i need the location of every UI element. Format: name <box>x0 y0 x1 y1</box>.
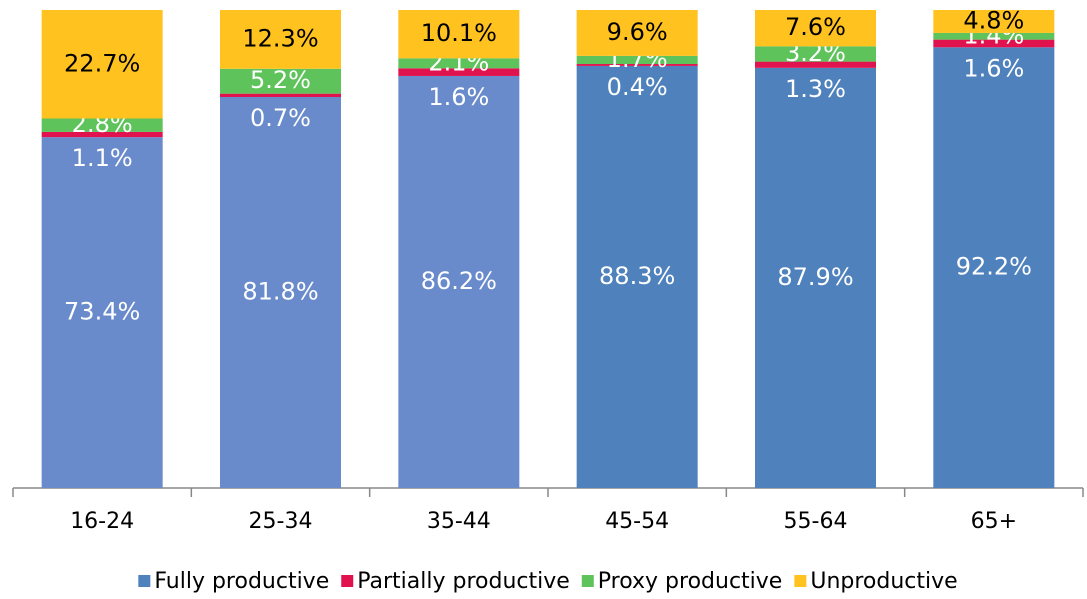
data-label: 1.6% <box>428 83 489 111</box>
data-label: 22.7% <box>64 49 140 77</box>
legend-swatch <box>581 575 594 587</box>
legend-label: Unproductive <box>810 569 957 594</box>
bar-segment <box>41 118 163 132</box>
bar-segment <box>41 137 163 488</box>
bar-segment <box>933 39 1055 48</box>
data-label: 0.4% <box>607 73 668 101</box>
bar-segment <box>933 10 1055 33</box>
data-label: 73.4% <box>64 298 140 326</box>
legend-label: Fully productive <box>154 569 329 594</box>
bar-segment <box>933 47 1055 489</box>
bar-segment <box>576 10 698 56</box>
x-tick-label: 65+ <box>971 509 1017 534</box>
x-tick-label: 35-44 <box>427 509 491 534</box>
data-label: 1.3% <box>785 75 846 103</box>
data-label: 4.8% <box>963 6 1024 34</box>
legend-label: Proxy productive <box>598 569 783 594</box>
x-tick-label: 16-24 <box>70 509 134 534</box>
data-label: 87.9% <box>777 263 853 291</box>
bar-segment <box>398 68 520 76</box>
x-tick-label: 25-34 <box>249 509 313 534</box>
data-label: 12.3% <box>242 24 318 52</box>
bar-segment <box>220 68 341 94</box>
x-tick-label: 55-64 <box>784 509 848 534</box>
bar-segment <box>576 55 698 65</box>
bar-segment <box>220 10 341 69</box>
data-label: 92.2% <box>956 253 1032 281</box>
bar-segment <box>576 65 698 489</box>
data-label: 88.3% <box>599 262 675 290</box>
bar-segment <box>755 10 876 47</box>
bar-segment <box>755 61 876 68</box>
bar-segment <box>220 96 341 488</box>
legend-swatch <box>794 575 807 587</box>
data-label: 7.6% <box>785 13 846 41</box>
bar-segment <box>398 10 520 59</box>
bar-segment <box>41 131 163 138</box>
bar-segment <box>576 64 698 66</box>
data-label: 81.8% <box>242 277 318 305</box>
bar-segment <box>755 67 876 488</box>
legend-label: Partially productive <box>357 569 570 594</box>
bar-segment <box>398 58 520 69</box>
legend: Fully productive Partially productive Prox… <box>138 569 958 594</box>
bar-segment <box>755 46 876 62</box>
data-label: 9.6% <box>607 18 668 46</box>
data-label: 1.1% <box>72 144 133 172</box>
bar-segment <box>220 93 341 97</box>
data-label: 0.7% <box>250 104 311 132</box>
legend-swatch <box>138 575 151 587</box>
bar-segment <box>398 75 520 489</box>
bar-segment <box>933 32 1055 40</box>
bar-segment <box>41 10 163 119</box>
data-label: 86.2% <box>421 267 497 295</box>
data-label: 1.6% <box>963 54 1024 82</box>
legend-swatch <box>341 575 354 587</box>
x-tick-label: 45-54 <box>605 509 669 534</box>
data-label: 10.1% <box>421 19 497 47</box>
data-label: 5.2% <box>250 66 311 94</box>
